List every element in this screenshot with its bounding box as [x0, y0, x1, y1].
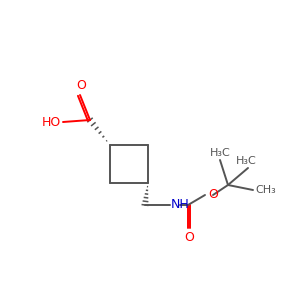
Text: H₃C: H₃C [210, 148, 230, 158]
Text: NH: NH [171, 197, 190, 211]
Text: H₃C: H₃C [236, 156, 256, 166]
Text: O: O [208, 188, 218, 200]
Text: O: O [184, 231, 194, 244]
Text: HO: HO [42, 116, 61, 128]
Text: O: O [76, 79, 86, 92]
Text: CH₃: CH₃ [255, 185, 276, 195]
